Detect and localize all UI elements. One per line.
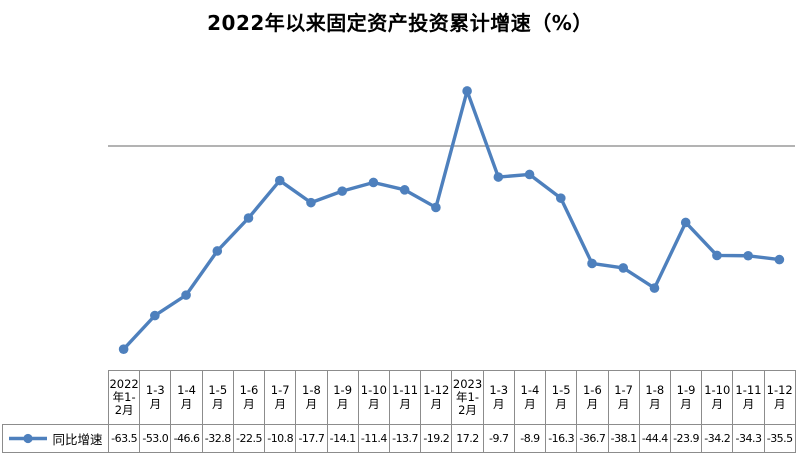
data-point-marker xyxy=(587,258,597,269)
table-value-cell: -10.8 xyxy=(264,424,297,453)
legend-cell: 同比增速 xyxy=(2,424,109,453)
data-table: 2022年1-2月 1-3月 1-4月 1-5月 1-6月 1-7月 1-8月 1-9月 1-1… xyxy=(2,370,796,453)
table-value-cell: -13.7 xyxy=(388,424,422,453)
data-point-marker xyxy=(337,186,348,196)
data-point-marker xyxy=(680,217,691,228)
table-value-cell: -14.1 xyxy=(326,424,359,453)
table-category-header: 1-5月 xyxy=(201,370,234,425)
table-category-header: 1-4月 xyxy=(170,370,203,425)
table-value-cell: -44.4 xyxy=(638,424,671,453)
table-category-header: 1-6月 xyxy=(576,370,609,425)
table-category-header: 1-6月 xyxy=(232,370,266,425)
data-point-marker xyxy=(618,263,629,273)
table-category-header: 1-4月 xyxy=(513,370,547,425)
data-point-marker xyxy=(306,197,316,208)
data-point-marker xyxy=(649,283,660,293)
data-point-marker xyxy=(524,169,535,180)
table-value-cell: -22.5 xyxy=(232,424,266,453)
table-category-header: 2023年1-2月 xyxy=(451,370,484,425)
table-value-cell: -17.7 xyxy=(295,424,328,453)
data-point-marker xyxy=(150,310,160,321)
table-value-cell: -34.3 xyxy=(732,424,765,453)
table-category-header: 1-7月 xyxy=(607,370,640,425)
data-point-marker xyxy=(712,250,722,261)
data-point-marker xyxy=(181,290,191,300)
table-value-cell: -16.3 xyxy=(545,424,578,453)
table-value-cell: -34.2 xyxy=(701,424,734,453)
data-point-marker xyxy=(274,175,285,186)
table-category-header: 1-3月 xyxy=(139,370,172,425)
table-value-cell: -9.7 xyxy=(482,424,515,453)
table-category-header: 1-12月 xyxy=(420,370,453,425)
data-point-marker xyxy=(243,213,254,223)
table-category-header: 1-3月 xyxy=(482,370,515,425)
table-value-cell: -35.5 xyxy=(763,424,796,453)
data-point-marker xyxy=(743,250,753,261)
data-point-marker xyxy=(118,344,129,355)
series-line xyxy=(121,89,782,351)
table-value-cell: -46.6 xyxy=(170,424,203,453)
data-point-marker xyxy=(212,246,223,256)
data-point-marker xyxy=(399,185,410,195)
legend-entry: 同比增速 xyxy=(8,429,103,448)
chart-title: 2022年以来固定资产投资累计增速（%） xyxy=(207,11,593,35)
table-category-header: 1-12月 xyxy=(763,370,796,425)
table-value-cell: -11.4 xyxy=(357,424,390,453)
table-value-row: 同比增速 -63.5 -53.0 -46.6 -32.8 -22.5 -10.8 -17.7… xyxy=(2,424,796,453)
table-corner-blank xyxy=(3,371,109,425)
data-point-marker xyxy=(431,202,441,213)
table-category-header: 1-9月 xyxy=(669,370,703,425)
table-category-header: 1-8月 xyxy=(638,370,671,425)
table-value-cell: -36.7 xyxy=(576,424,609,453)
data-point-marker xyxy=(555,193,566,203)
table-value-cell: -53.0 xyxy=(139,424,172,453)
table-header-row: 2022年1-2月 1-3月 1-4月 1-5月 1-6月 1-7月 1-8月 1-9月 1-1… xyxy=(3,370,796,425)
table-value-cell: 17.2 xyxy=(451,424,484,453)
table-category-header: 2022年1-2月 xyxy=(107,370,141,425)
legend-series-label: 同比增速 xyxy=(52,432,103,447)
table-value-cell: -32.8 xyxy=(201,424,234,453)
data-point-marker xyxy=(774,254,785,265)
table-value-cell: -38.1 xyxy=(607,424,640,453)
table-category-header: 1-7月 xyxy=(264,370,297,425)
table-value-cell: -8.9 xyxy=(513,424,547,453)
table-category-header: 1-11月 xyxy=(388,370,422,425)
line-series-legend-icon xyxy=(9,433,48,444)
data-point-marker xyxy=(368,177,379,188)
table-category-header: 1-8月 xyxy=(295,370,328,425)
data-point-marker xyxy=(462,86,472,96)
table-category-header: 1-10月 xyxy=(701,370,734,425)
table-category-header: 1-9月 xyxy=(326,370,359,425)
table-category-header: 1-11月 xyxy=(732,370,765,425)
table-category-header: 1-5月 xyxy=(545,370,578,425)
data-point-marker xyxy=(493,172,504,182)
table-value-cell: -23.9 xyxy=(669,424,703,453)
table-value-cell: -63.5 xyxy=(107,424,141,453)
table-value-cell: -19.2 xyxy=(420,424,453,453)
table-category-header: 1-10月 xyxy=(357,370,390,425)
